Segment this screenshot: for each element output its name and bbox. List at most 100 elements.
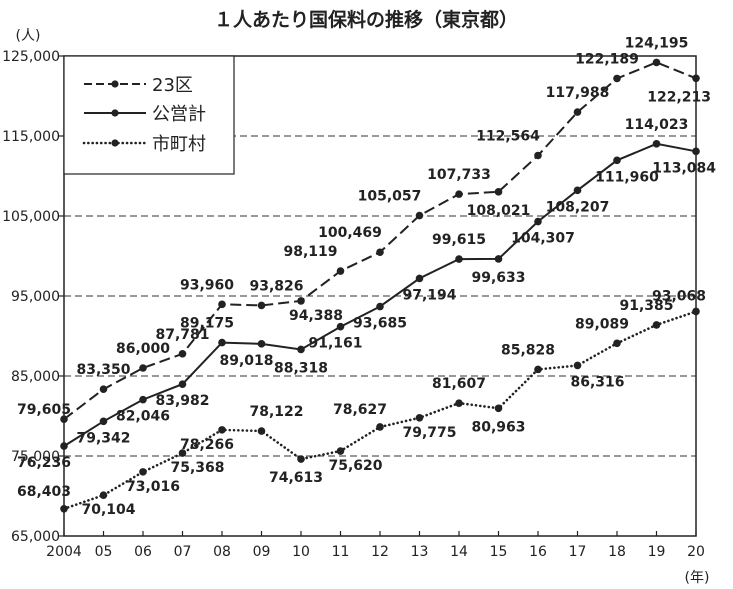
data-label: 112,564 (476, 128, 540, 144)
legend-box (63, 55, 235, 175)
data-label: 117,988 (546, 85, 610, 101)
data-label: 93,826 (249, 278, 303, 294)
data-point (60, 442, 68, 450)
data-label: 114,023 (625, 117, 689, 133)
y-axis-ticks: 65,000 75,000 85,000 95,000 105,000 115,000 12… (2, 49, 64, 545)
data-label: 89,175 (180, 316, 234, 332)
data-label: 78,122 (249, 404, 303, 420)
data-label: 89,089 (575, 316, 629, 332)
data-point (692, 74, 700, 83)
data-point (257, 427, 266, 435)
series-group (60, 58, 700, 513)
data-point (257, 301, 266, 310)
x-tick-label: 19 (648, 544, 666, 560)
data-label: 99,615 (432, 232, 486, 248)
legend-marker-shichoson (111, 139, 119, 147)
data-point (494, 188, 503, 196)
legend-marker-23ku (111, 80, 119, 88)
data-point (534, 151, 542, 160)
data-label: 93,960 (180, 277, 234, 293)
data-point (534, 365, 542, 374)
data-point (99, 491, 108, 499)
data-point (139, 468, 147, 476)
chart-title: １人あたり国保料の推移（東京都） (214, 8, 518, 31)
data-point (257, 340, 266, 348)
data-point (613, 156, 621, 165)
x-tick-label: 05 (95, 544, 113, 560)
data-label: 74,613 (269, 470, 323, 486)
data-point (178, 449, 187, 457)
x-tick-label: 16 (529, 544, 547, 560)
x-axis-ticks: 2004 05 06 07 08 09 10 11 12 13 14 15 16 17 18 19 20 (46, 531, 705, 560)
data-label: 79,775 (402, 425, 456, 441)
data-label: 80,963 (471, 419, 525, 435)
data-label: 83,982 (155, 393, 209, 409)
data-point (652, 321, 661, 329)
legend-label-koei: 公営計 (152, 104, 206, 125)
data-point (297, 345, 305, 354)
data-label: 105,057 (358, 189, 422, 205)
x-tick-label: 17 (569, 544, 587, 560)
data-label: 93,068 (652, 288, 706, 304)
data-label: 88,318 (274, 360, 328, 376)
y-tick-label: 125,000 (2, 49, 60, 65)
data-label: 75,620 (328, 458, 382, 474)
data-label: 83,350 (76, 362, 130, 378)
x-tick-label: 09 (253, 544, 271, 560)
y-tick-label: 115,000 (2, 129, 60, 145)
data-point (534, 217, 542, 226)
x-axis-unit: (年) (685, 570, 710, 586)
data-label: 91,161 (308, 336, 362, 352)
data-label: 78,627 (333, 402, 387, 418)
y-tick-label: 75,000 (11, 449, 60, 465)
data-label: 70,104 (81, 502, 135, 518)
data-label: 113,084 (652, 160, 716, 176)
data-label: 79,605 (17, 402, 71, 418)
legend-label-23ku: 23区 (152, 75, 193, 96)
x-tick-label: 20 (687, 544, 705, 560)
data-point (218, 426, 226, 434)
data-label: 78,266 (180, 437, 234, 453)
data-label: 107,733 (427, 167, 491, 183)
x-tick-label: 11 (332, 544, 350, 560)
data-point (376, 248, 384, 257)
data-label: 68,403 (17, 484, 71, 500)
data-label: 124,195 (625, 35, 689, 51)
x-tick-label: 15 (490, 544, 508, 560)
data-point (297, 297, 305, 305)
data-label: 108,021 (467, 203, 531, 219)
data-point (218, 300, 226, 309)
x-tick-label: 14 (450, 544, 468, 560)
data-point (178, 380, 187, 388)
data-point (415, 211, 424, 220)
data-point (139, 395, 147, 404)
data-point (652, 140, 661, 148)
data-point (139, 364, 147, 372)
data-label: 86,316 (570, 374, 624, 390)
data-label: 73,016 (126, 479, 180, 495)
data-label: 81,607 (432, 376, 486, 392)
data-label: 111,960 (595, 169, 659, 185)
y-tick-label: 85,000 (11, 369, 60, 385)
data-label: 100,469 (318, 225, 382, 241)
data-point (60, 415, 68, 423)
data-point (573, 186, 582, 195)
data-label: 91,385 (619, 298, 673, 314)
data-point (455, 190, 463, 198)
data-label: 99,633 (471, 270, 525, 286)
data-label: 82,046 (116, 409, 170, 425)
data-point (376, 423, 384, 431)
y-tick-label: 105,000 (2, 209, 60, 225)
x-tick-label: 18 (608, 544, 626, 560)
data-point (652, 58, 661, 67)
data-label: 76,236 (17, 455, 71, 471)
data-point (336, 447, 345, 455)
x-tick-label: 13 (411, 544, 429, 560)
data-label: 85,828 (501, 342, 555, 358)
data-point (415, 274, 424, 283)
data-point (218, 338, 226, 347)
data-label: 87,781 (155, 327, 209, 343)
data-point (573, 361, 582, 370)
data-point (455, 399, 463, 407)
